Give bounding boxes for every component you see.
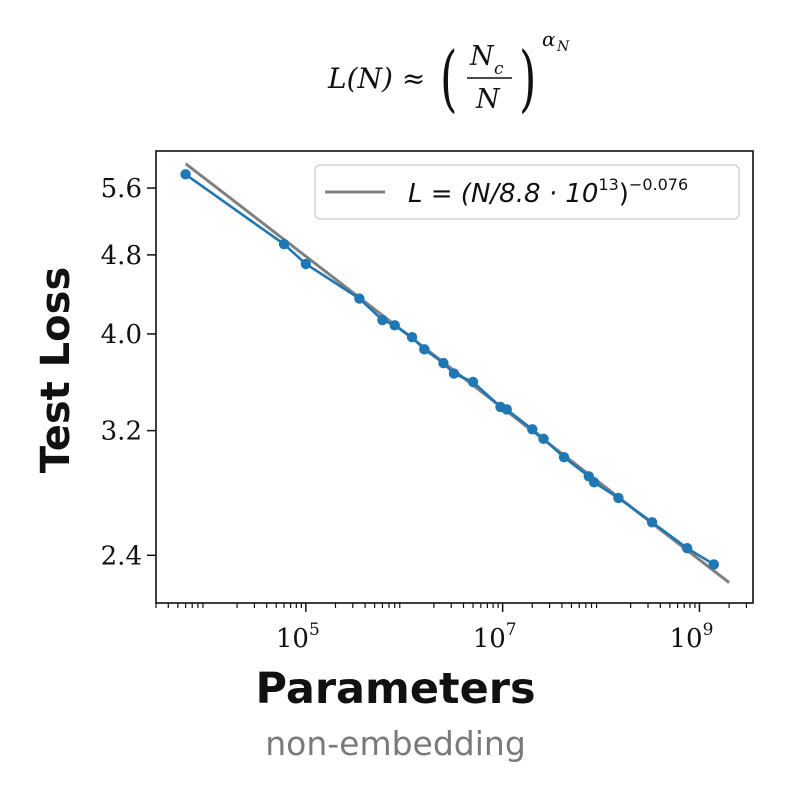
data-point [389,320,400,331]
data-point [527,424,538,435]
formula-exponent: α [542,27,556,51]
data-point [646,517,658,528]
series-line [184,173,715,566]
formula-exponent-sub: N [556,39,570,55]
series-layer [180,169,720,570]
legend-label-sup-outer: −0.076 [629,175,688,194]
data-point [354,293,365,304]
data-point [180,169,191,180]
formula-denominator: N [475,84,501,115]
x-tick-label: 107 [473,620,517,654]
legend-label-rhs: ) [619,179,629,209]
data-point [588,477,600,488]
x-tick-label: 105 [276,620,320,654]
data-point [538,433,549,445]
legend-label-lhs: L = (N/8.8 · 10 [408,179,598,209]
data-point [448,368,460,379]
formula-right-paren: ) [519,37,536,121]
data-point [501,404,512,415]
plot-frame [155,150,754,604]
legend: L = (N/8.8 · 1013)−0.076 [314,164,740,220]
legend-label-sup-inner: 13 [598,175,618,194]
data-point [558,451,570,463]
x-tick-label: 109 [670,620,714,654]
data-point [278,238,290,250]
x-axis-sublabel: non-embedding [265,724,526,763]
ticks-layer: 105 107 109 2.4 3.2 4.0 4.8 5.6 [101,174,748,654]
y-tick-label: 4.8 [101,241,142,271]
y-tick-label: 4.0 [101,320,142,350]
y-axis-label: Test Loss [33,266,79,474]
data-point [419,344,430,355]
data-point [467,376,479,388]
formula-numerator: N [469,41,495,72]
formula-lhs: L(N) ≈ [327,62,425,95]
data-point [613,492,624,504]
formula-numerator-sub: c [494,59,504,79]
data-point [681,542,693,554]
y-tick-label: 3.2 [101,417,142,447]
legend-label: L = (N/8.8 · 1013)−0.076 [408,175,688,209]
y-tick-label: 5.6 [101,174,142,204]
data-point [300,258,312,270]
data-point [377,314,388,326]
data-point [438,357,449,369]
y-tick-label: 2.4 [101,541,142,571]
data-point [708,559,720,570]
data-point [406,331,418,343]
formula-title: L(N) ≈ ( N c N ) α N [327,27,570,121]
formula-left-paren: ( [440,37,457,121]
legend-box [314,164,740,220]
x-axis-label: Parameters [255,664,536,714]
